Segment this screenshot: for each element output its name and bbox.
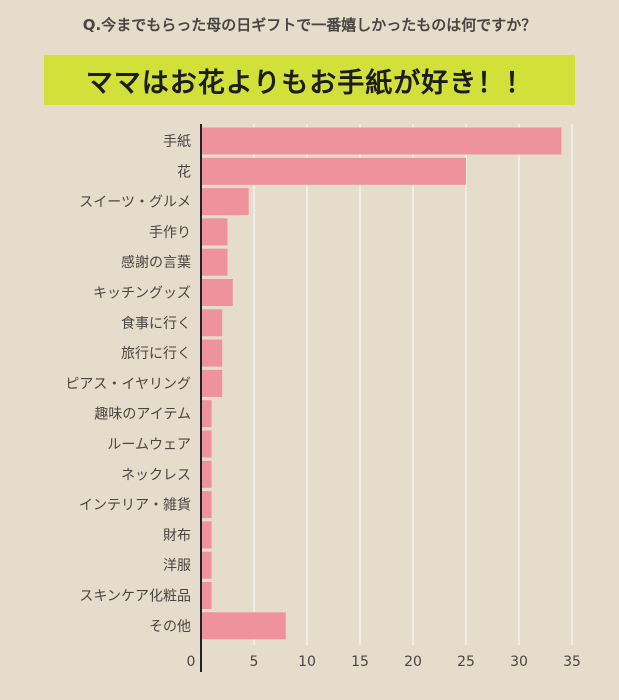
category-label: スイーツ・グルメ bbox=[79, 195, 191, 211]
category-labels: 手紙花スイーツ・グルメ手作り感謝の言葉キッチングッズ食事に行く旅行に行くピアス・… bbox=[65, 134, 191, 635]
category-label: 手作り bbox=[149, 225, 191, 241]
bar bbox=[201, 339, 223, 367]
bar bbox=[201, 430, 212, 458]
category-label: 財布 bbox=[163, 528, 191, 544]
category-label: その他 bbox=[149, 619, 191, 635]
category-label: 手紙 bbox=[163, 134, 191, 150]
x-tick-label: 5 bbox=[250, 654, 259, 670]
bar bbox=[201, 279, 233, 306]
category-label: インテリア・雑貨 bbox=[79, 497, 191, 514]
category-label: 趣味のアイテム bbox=[94, 407, 191, 423]
category-label: ルームウェア bbox=[107, 437, 191, 453]
category-label: ネックレス bbox=[121, 467, 191, 483]
bars bbox=[201, 127, 562, 640]
category-label: スキンケア化粧品 bbox=[79, 589, 191, 605]
x-tick-labels: 0 5 10 15 20 25 30 35 bbox=[187, 654, 581, 670]
x-tick-label: 10 bbox=[298, 654, 316, 670]
x-tick-label: 0 bbox=[187, 654, 196, 670]
bar bbox=[201, 157, 466, 185]
headline-banner: ママはお花よりもお手紙が好き！！ bbox=[44, 55, 575, 105]
category-label: 食事に行く bbox=[121, 315, 191, 332]
category-label: 感謝の言葉 bbox=[121, 254, 191, 271]
x-tick-label: 15 bbox=[351, 654, 369, 670]
bar bbox=[201, 218, 228, 246]
bar bbox=[201, 582, 212, 609]
category-label: 旅行に行く bbox=[121, 346, 191, 362]
question-text: Q.今までもらった母の日ギフトで一番嬉しかったものは何ですか？ bbox=[82, 16, 537, 34]
category-label: 花 bbox=[177, 164, 191, 180]
category-label: キッチングッズ bbox=[93, 286, 191, 302]
bar bbox=[201, 188, 249, 216]
bar bbox=[201, 521, 212, 549]
gridlines bbox=[253, 124, 573, 645]
bar bbox=[201, 612, 286, 640]
bar bbox=[201, 460, 212, 488]
x-tick-label: 25 bbox=[457, 654, 475, 670]
bar bbox=[201, 127, 562, 155]
bar bbox=[201, 491, 212, 519]
x-tick-label: 35 bbox=[563, 654, 581, 670]
category-label: 洋服 bbox=[163, 558, 191, 574]
bar bbox=[201, 309, 223, 337]
bar bbox=[201, 248, 228, 276]
x-tick-label: 30 bbox=[510, 654, 528, 670]
x-tick-label: 20 bbox=[404, 654, 422, 670]
bar bbox=[201, 400, 212, 428]
bar bbox=[201, 369, 223, 397]
bar bbox=[201, 551, 212, 579]
category-label: ピアス・イヤリング bbox=[65, 376, 191, 392]
